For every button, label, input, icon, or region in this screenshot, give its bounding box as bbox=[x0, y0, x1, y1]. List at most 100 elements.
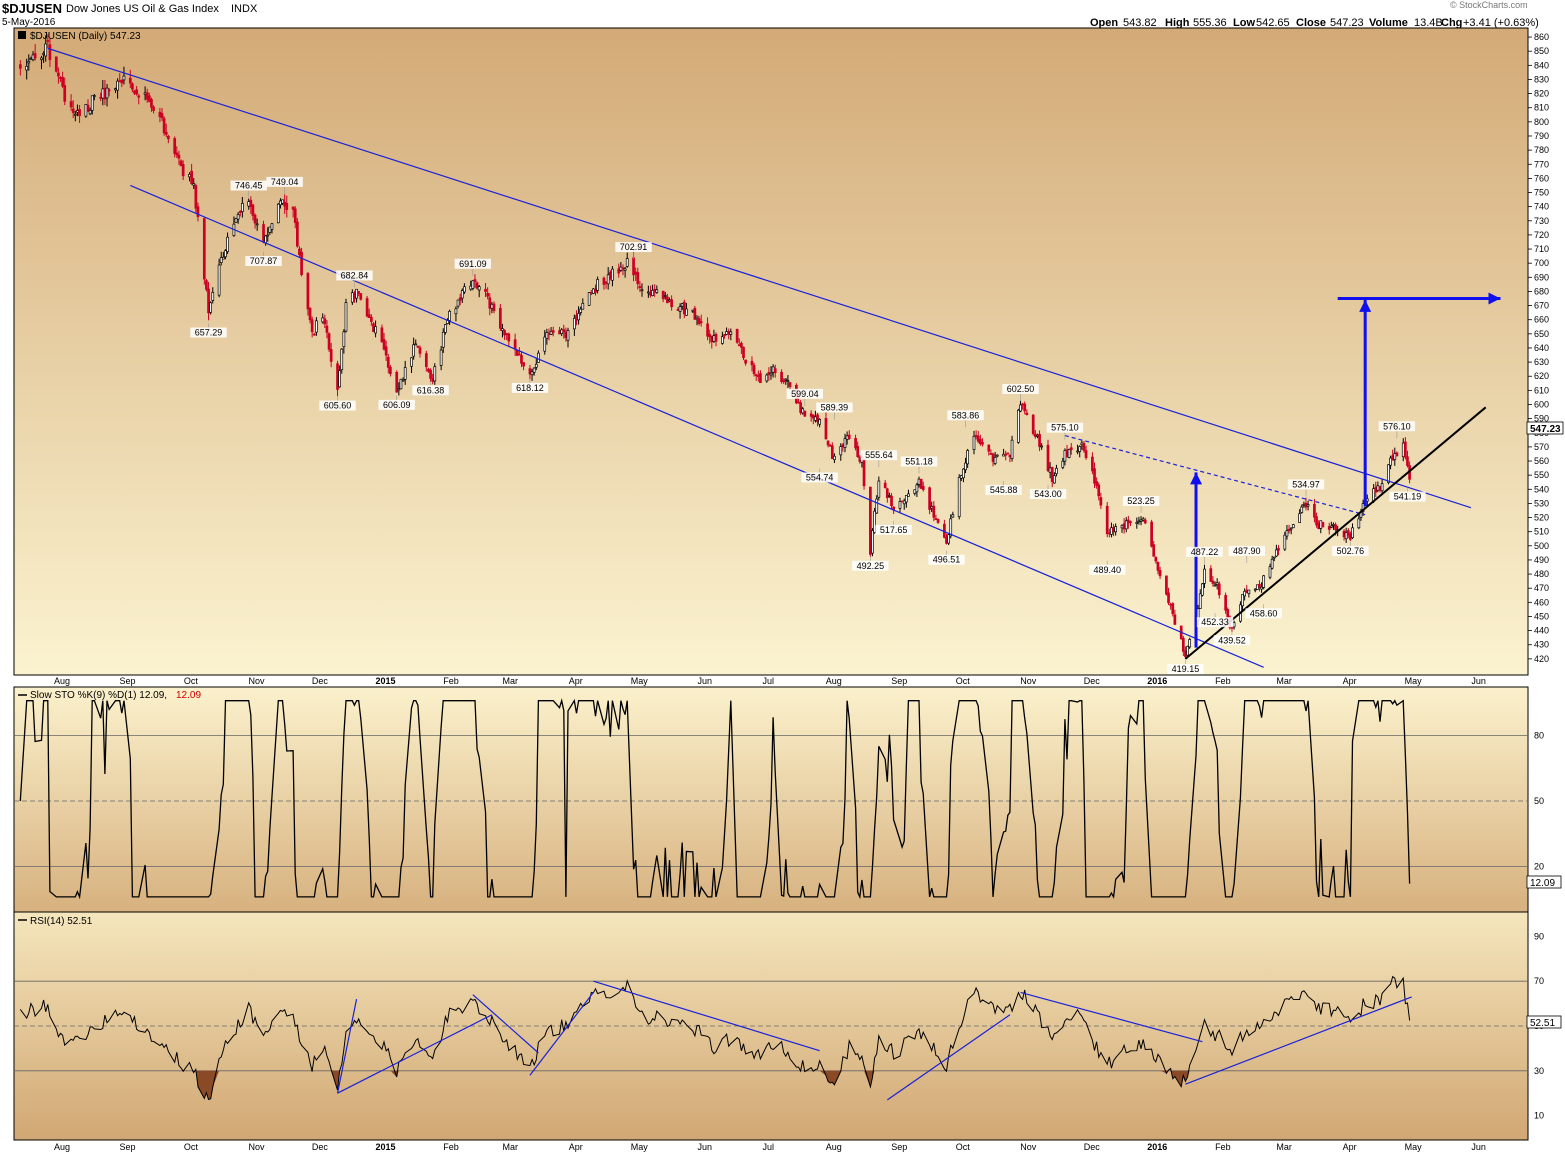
candle bbox=[890, 495, 893, 507]
price-annotation: 419.15 bbox=[1172, 664, 1200, 674]
x-month-label: Dec bbox=[312, 676, 329, 686]
candle bbox=[1091, 456, 1094, 472]
candle bbox=[1008, 454, 1012, 458]
price-y-tick: 620 bbox=[1534, 371, 1549, 381]
price-annotation: 589.39 bbox=[821, 402, 849, 412]
candle bbox=[238, 211, 242, 213]
candle bbox=[828, 444, 832, 447]
candle bbox=[981, 441, 984, 445]
candle bbox=[551, 330, 555, 333]
price-y-tick: 610 bbox=[1534, 385, 1549, 395]
candle bbox=[137, 95, 141, 98]
candle bbox=[900, 500, 904, 503]
x-month-label: Sep bbox=[891, 1142, 907, 1152]
x-month-label: Nov bbox=[248, 676, 265, 686]
candle bbox=[1315, 516, 1318, 526]
candle bbox=[160, 113, 164, 119]
candle bbox=[676, 309, 680, 311]
candle bbox=[1065, 449, 1069, 458]
candle bbox=[592, 288, 595, 294]
candle bbox=[327, 333, 331, 350]
candle bbox=[1211, 580, 1215, 584]
high-value: 555.36 bbox=[1193, 17, 1227, 29]
x-month-label: Oct bbox=[956, 676, 971, 686]
candle bbox=[1289, 527, 1293, 530]
x-month-label: Sep bbox=[119, 676, 135, 686]
price-annotation: 583.86 bbox=[952, 410, 980, 420]
candle bbox=[636, 272, 640, 285]
candle bbox=[847, 434, 851, 439]
candle bbox=[869, 486, 872, 555]
candle bbox=[617, 268, 621, 274]
candle bbox=[1241, 594, 1244, 607]
candle bbox=[697, 318, 701, 325]
candle bbox=[1361, 503, 1365, 512]
candle bbox=[830, 445, 834, 459]
candle bbox=[1291, 524, 1295, 529]
candle bbox=[534, 363, 538, 368]
candle bbox=[1141, 518, 1145, 521]
price-annotation: 502.76 bbox=[1337, 546, 1365, 556]
candle bbox=[1380, 483, 1384, 492]
candle bbox=[46, 40, 50, 42]
candle bbox=[744, 359, 747, 364]
candle bbox=[780, 371, 783, 382]
candle bbox=[1055, 467, 1058, 475]
candle bbox=[501, 328, 504, 332]
candle bbox=[403, 367, 407, 380]
price-y-tick: 510 bbox=[1534, 527, 1549, 537]
candle bbox=[1272, 556, 1276, 559]
candle bbox=[315, 320, 318, 333]
rsi-series bbox=[19, 975, 1412, 1101]
candle bbox=[389, 366, 392, 374]
brand-label: © StockCharts.com bbox=[1450, 0, 1528, 10]
candle bbox=[312, 333, 316, 336]
y-axes: 420 430 440 450 460 470 480 490 500 510 520 530 540 5… bbox=[1528, 32, 1549, 1121]
candle bbox=[308, 307, 312, 321]
price-y-tick: 600 bbox=[1534, 399, 1549, 409]
price-panel-title: $DJUSEN (Daily) 547.23 bbox=[18, 31, 141, 42]
sto-d-value: 12.09 bbox=[176, 690, 201, 701]
candle bbox=[463, 286, 466, 293]
candle bbox=[801, 408, 805, 414]
candle bbox=[264, 235, 267, 244]
price-trendline bbox=[130, 184, 1264, 668]
rsi-line bbox=[19, 975, 1411, 1101]
sto-panel-title: Slow STO %K(9) %D(1) 12.09, 12.09 bbox=[18, 690, 201, 701]
candle bbox=[503, 330, 506, 336]
high-label: High bbox=[1165, 17, 1190, 29]
candle bbox=[59, 77, 62, 79]
candle bbox=[1036, 434, 1039, 437]
candle bbox=[727, 331, 731, 335]
candle bbox=[54, 56, 58, 72]
candle bbox=[29, 58, 33, 60]
candle bbox=[826, 440, 830, 446]
candle bbox=[1253, 588, 1257, 591]
candle bbox=[1260, 586, 1263, 590]
x-month-label: Feb bbox=[1215, 1142, 1231, 1152]
arrow-head bbox=[1488, 292, 1501, 305]
candle bbox=[936, 518, 940, 523]
candle bbox=[666, 296, 669, 304]
candle bbox=[205, 280, 208, 290]
price-y-tick: 820 bbox=[1534, 89, 1549, 99]
candle bbox=[962, 468, 965, 479]
candle bbox=[177, 154, 181, 159]
candle bbox=[917, 478, 921, 485]
rsi-y-tick: 70 bbox=[1534, 976, 1544, 986]
candle bbox=[1023, 403, 1027, 412]
candle bbox=[194, 185, 198, 209]
close-value: 547.23 bbox=[1330, 17, 1364, 29]
x-month-label: Aug bbox=[54, 1142, 70, 1152]
price-y-tick: 480 bbox=[1534, 569, 1549, 579]
candle bbox=[295, 221, 299, 247]
candle bbox=[532, 367, 536, 373]
price-annotation: 749.04 bbox=[271, 177, 299, 187]
candle bbox=[1275, 549, 1278, 557]
price-y-tick: 810 bbox=[1534, 103, 1549, 113]
candle bbox=[1154, 556, 1158, 562]
candle bbox=[454, 308, 458, 315]
candle bbox=[547, 332, 551, 335]
candle bbox=[1245, 589, 1249, 593]
x-month-label: Jun bbox=[1471, 676, 1486, 686]
